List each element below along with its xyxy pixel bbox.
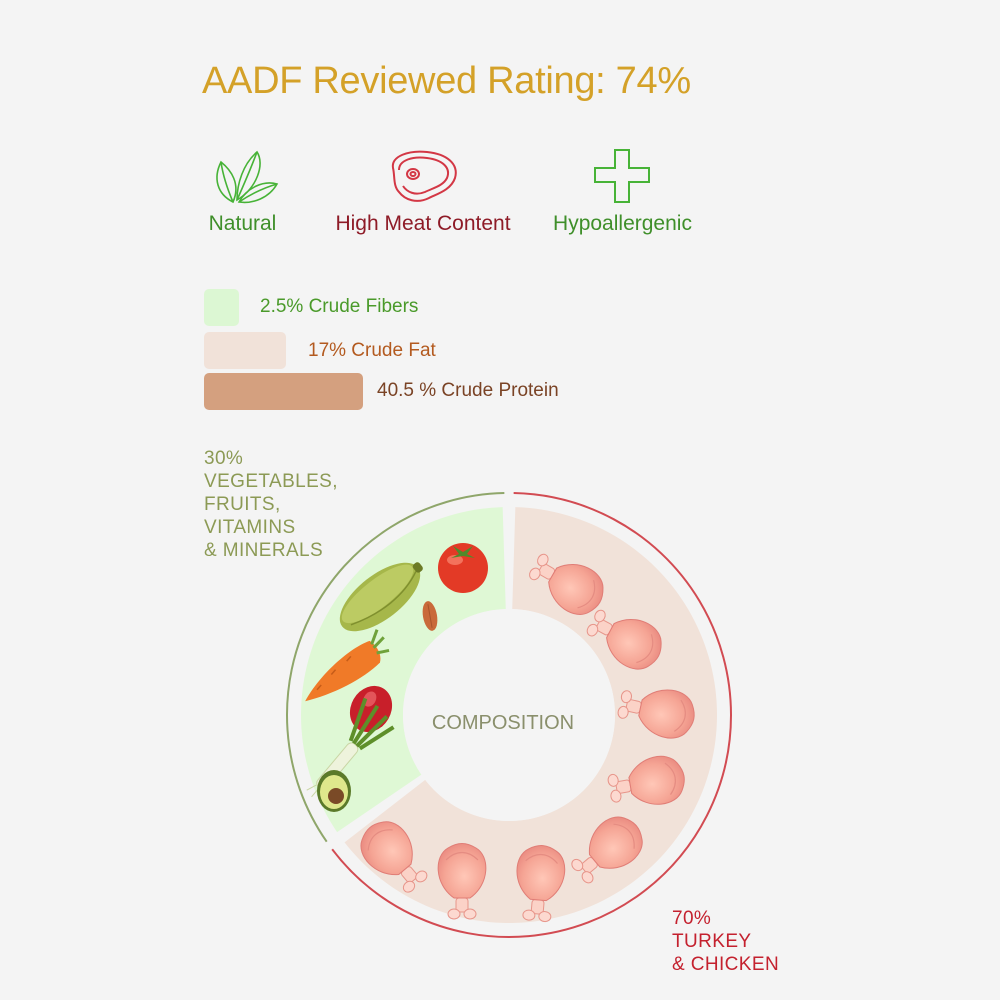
tomato-icon: [438, 543, 488, 593]
leaf-icon: [215, 150, 278, 204]
outer-ring-meat: [331, 492, 732, 938]
chicken-leg-icon: [571, 816, 643, 884]
carrot-icon: [305, 629, 390, 702]
chicken-leg-icon: [437, 843, 487, 920]
segment-name-line: TURKEY: [672, 931, 752, 952]
segment-name-line: & CHICKEN: [672, 954, 780, 975]
feature-hypoallergenic: Hypoallergenic: [545, 148, 700, 236]
chicken-leg-icon: [607, 755, 685, 805]
chicken-leg-icon: [360, 821, 428, 893]
outer-ring-vegetables: [286, 492, 505, 843]
chicken-leg-icon: [617, 689, 695, 739]
nutrient-bar-fibers: [204, 289, 239, 326]
chicken-leg-icon: [586, 609, 662, 670]
zucchini-icon: [339, 562, 423, 632]
chicken-leg-icon: [516, 845, 566, 923]
almond-icon: [422, 601, 438, 631]
segment-name-line: VITAMINS: [204, 517, 296, 538]
feature-label-high-meat: High Meat Content: [335, 212, 511, 235]
center-label: COMPOSITION: [432, 712, 574, 734]
chicken-leg-icon: [529, 553, 604, 615]
nutrient-label-protein: 40.5 % Crude Protein: [377, 380, 559, 401]
meat-steak-icon: [391, 150, 457, 202]
feature-label-hypoallergenic: Hypoallergenic: [553, 212, 692, 235]
segment-name-line: VEGETABLES,: [204, 471, 338, 492]
nutrient-bar-fat: [204, 332, 286, 369]
donut-hole: [403, 609, 615, 821]
segment-label-meat: 70% TURKEY & CHICKEN: [672, 907, 779, 976]
feature-high-meat: High Meat Content: [328, 148, 518, 236]
nutrient-label-fibers: 2.5% Crude Fibers: [260, 296, 419, 317]
segment-pct-meat: 70%: [672, 908, 712, 929]
nutrient-label-fat: 17% Crude Fat: [308, 340, 436, 361]
segment-name-line: FRUITS,: [204, 494, 281, 515]
segment-pct-vegetables: 30%: [204, 448, 244, 469]
feature-natural: Natural: [195, 148, 290, 236]
segment-label-vegetables: 30% VEGETABLES, FRUITS, VITAMINS & MINER…: [204, 447, 338, 562]
page-title: AADF Reviewed Rating: 74%: [202, 60, 691, 102]
plus-cross-icon: [593, 149, 650, 203]
avocado-icon: [317, 770, 351, 812]
feature-label-natural: Natural: [208, 212, 277, 235]
segment-name-line: & MINERALS: [204, 540, 324, 561]
nutrient-bar-protein: [204, 373, 363, 410]
